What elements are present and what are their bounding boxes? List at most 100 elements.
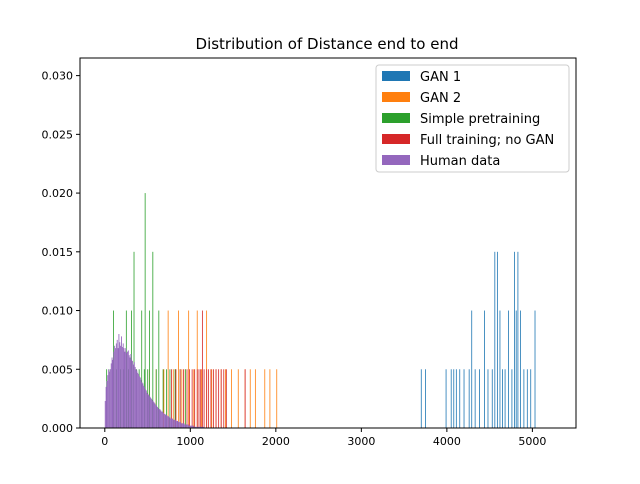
bar-series4-39 <box>138 373 140 428</box>
bar-series4-28 <box>128 355 130 428</box>
bar-series0-12 <box>484 310 485 428</box>
bar-series4-13 <box>115 343 117 428</box>
bar-series4-20 <box>121 346 123 428</box>
bar-series4-91 <box>182 423 184 428</box>
bar-series4-65 <box>160 410 162 428</box>
bar-series4-24 <box>125 348 127 428</box>
bar-series0-6 <box>459 369 461 428</box>
bar-series0-20 <box>508 310 509 428</box>
bar-series2-17 <box>152 251 154 428</box>
bar-series2-9 <box>133 251 135 428</box>
bar-series1-14 <box>211 369 213 428</box>
bar-series4-66 <box>161 411 163 428</box>
bar-series4-62 <box>157 408 159 428</box>
bar-series4-99 <box>189 425 191 428</box>
bar-series0-15 <box>494 251 496 428</box>
bar-series4-112 <box>200 426 202 428</box>
bar-series4-89 <box>180 423 182 428</box>
bar-series1-2 <box>163 369 165 428</box>
bar-series4-101 <box>191 425 193 428</box>
legend-swatch-3 <box>382 134 410 144</box>
bar-series4-33 <box>133 364 134 428</box>
bar-series4-10 <box>113 351 115 428</box>
bar-series4-18 <box>120 345 122 428</box>
bar-series4-34 <box>133 362 135 428</box>
bar-series4-31 <box>131 359 133 428</box>
bar-series0-7 <box>463 369 465 428</box>
bar-series4-94 <box>185 424 187 428</box>
bar-series4-87 <box>179 422 181 428</box>
bar-series4-46 <box>144 386 145 428</box>
bar-series3-7 <box>194 369 196 428</box>
bar-series0-5 <box>455 369 457 428</box>
bar-series4-71 <box>165 415 167 428</box>
bar-series0-21 <box>511 369 513 428</box>
bar-series4-53 <box>150 397 151 428</box>
bar-series4-106 <box>195 426 197 428</box>
y-tick-label: 0.005 <box>42 363 74 376</box>
bar-series2-12 <box>141 310 143 428</box>
bar-series4-50 <box>147 393 149 428</box>
bar-series4-57 <box>153 402 155 428</box>
legend: GAN 1 GAN 2 Simple pretraining Full trainin… <box>375 64 570 173</box>
bar-series2-19 <box>158 310 160 428</box>
x-tick-label: 1000 <box>176 435 204 448</box>
series-0 <box>420 251 536 428</box>
bar-series4-100 <box>190 425 192 428</box>
bar-series4-60 <box>156 405 157 428</box>
bar-series4-77 <box>170 418 172 428</box>
bar-series2-22 <box>169 369 171 428</box>
bar-series4-76 <box>169 417 171 428</box>
bar-series4-44 <box>142 383 144 428</box>
bar-series4-114 <box>202 426 204 428</box>
bar-series0-11 <box>479 369 480 428</box>
bar-series1-25 <box>276 369 278 428</box>
bar-series4-0 <box>104 400 106 428</box>
bar-series4-80 <box>173 419 175 428</box>
bar-series4-9 <box>112 359 114 428</box>
bar-series4-37 <box>136 370 138 428</box>
bar-series4-32 <box>132 361 134 428</box>
bar-series1-18 <box>231 369 232 428</box>
bar-series4-56 <box>152 400 154 428</box>
legend-label-4: Human data <box>420 154 500 169</box>
bar-series4-97 <box>187 424 189 428</box>
plot-frame <box>79 57 577 429</box>
bar-series0-26 <box>523 369 525 428</box>
bar-series4-78 <box>171 418 173 428</box>
bar-series4-59 <box>155 404 157 428</box>
bar-series4-40 <box>139 376 140 428</box>
legend-swatch-1 <box>382 92 410 102</box>
bar-series3-9 <box>198 369 200 428</box>
bar-series4-105 <box>194 426 196 428</box>
bar-series4-73 <box>167 416 169 428</box>
bar-series2-20 <box>162 369 164 428</box>
bar-series4-111 <box>199 426 201 428</box>
bar-series4-22 <box>123 348 125 428</box>
bar-series4-41 <box>139 377 141 428</box>
bar-series3-3 <box>183 369 184 428</box>
bar-series4-90 <box>181 423 183 428</box>
bar-series0-29 <box>534 310 536 428</box>
bar-series3-16 <box>213 369 214 428</box>
bar-series4-102 <box>192 425 193 428</box>
bar-series4-5 <box>109 371 110 428</box>
y-axis: 0.000 0.005 0.010 0.015 0.020 0.025 0.030 <box>42 70 80 435</box>
bar-series4-35 <box>134 366 136 428</box>
bar-series4-95 <box>186 424 187 428</box>
bar-series4-29 <box>129 357 131 428</box>
bar-series4-38 <box>137 372 139 428</box>
bar-series4-103 <box>192 425 194 428</box>
bar-series1-23 <box>264 369 266 428</box>
legend-label-1: GAN 2 <box>420 91 461 106</box>
bar-series3-8 <box>196 369 198 428</box>
bar-series4-96 <box>186 424 188 428</box>
bar-series4-93 <box>184 424 186 428</box>
bar-series4-47 <box>144 389 146 428</box>
bar-series4-63 <box>158 409 160 428</box>
bar-series3-17 <box>215 369 217 428</box>
bar-series1-24 <box>269 369 271 428</box>
bar-series3-13 <box>206 369 208 428</box>
bar-series4-86 <box>178 422 180 428</box>
